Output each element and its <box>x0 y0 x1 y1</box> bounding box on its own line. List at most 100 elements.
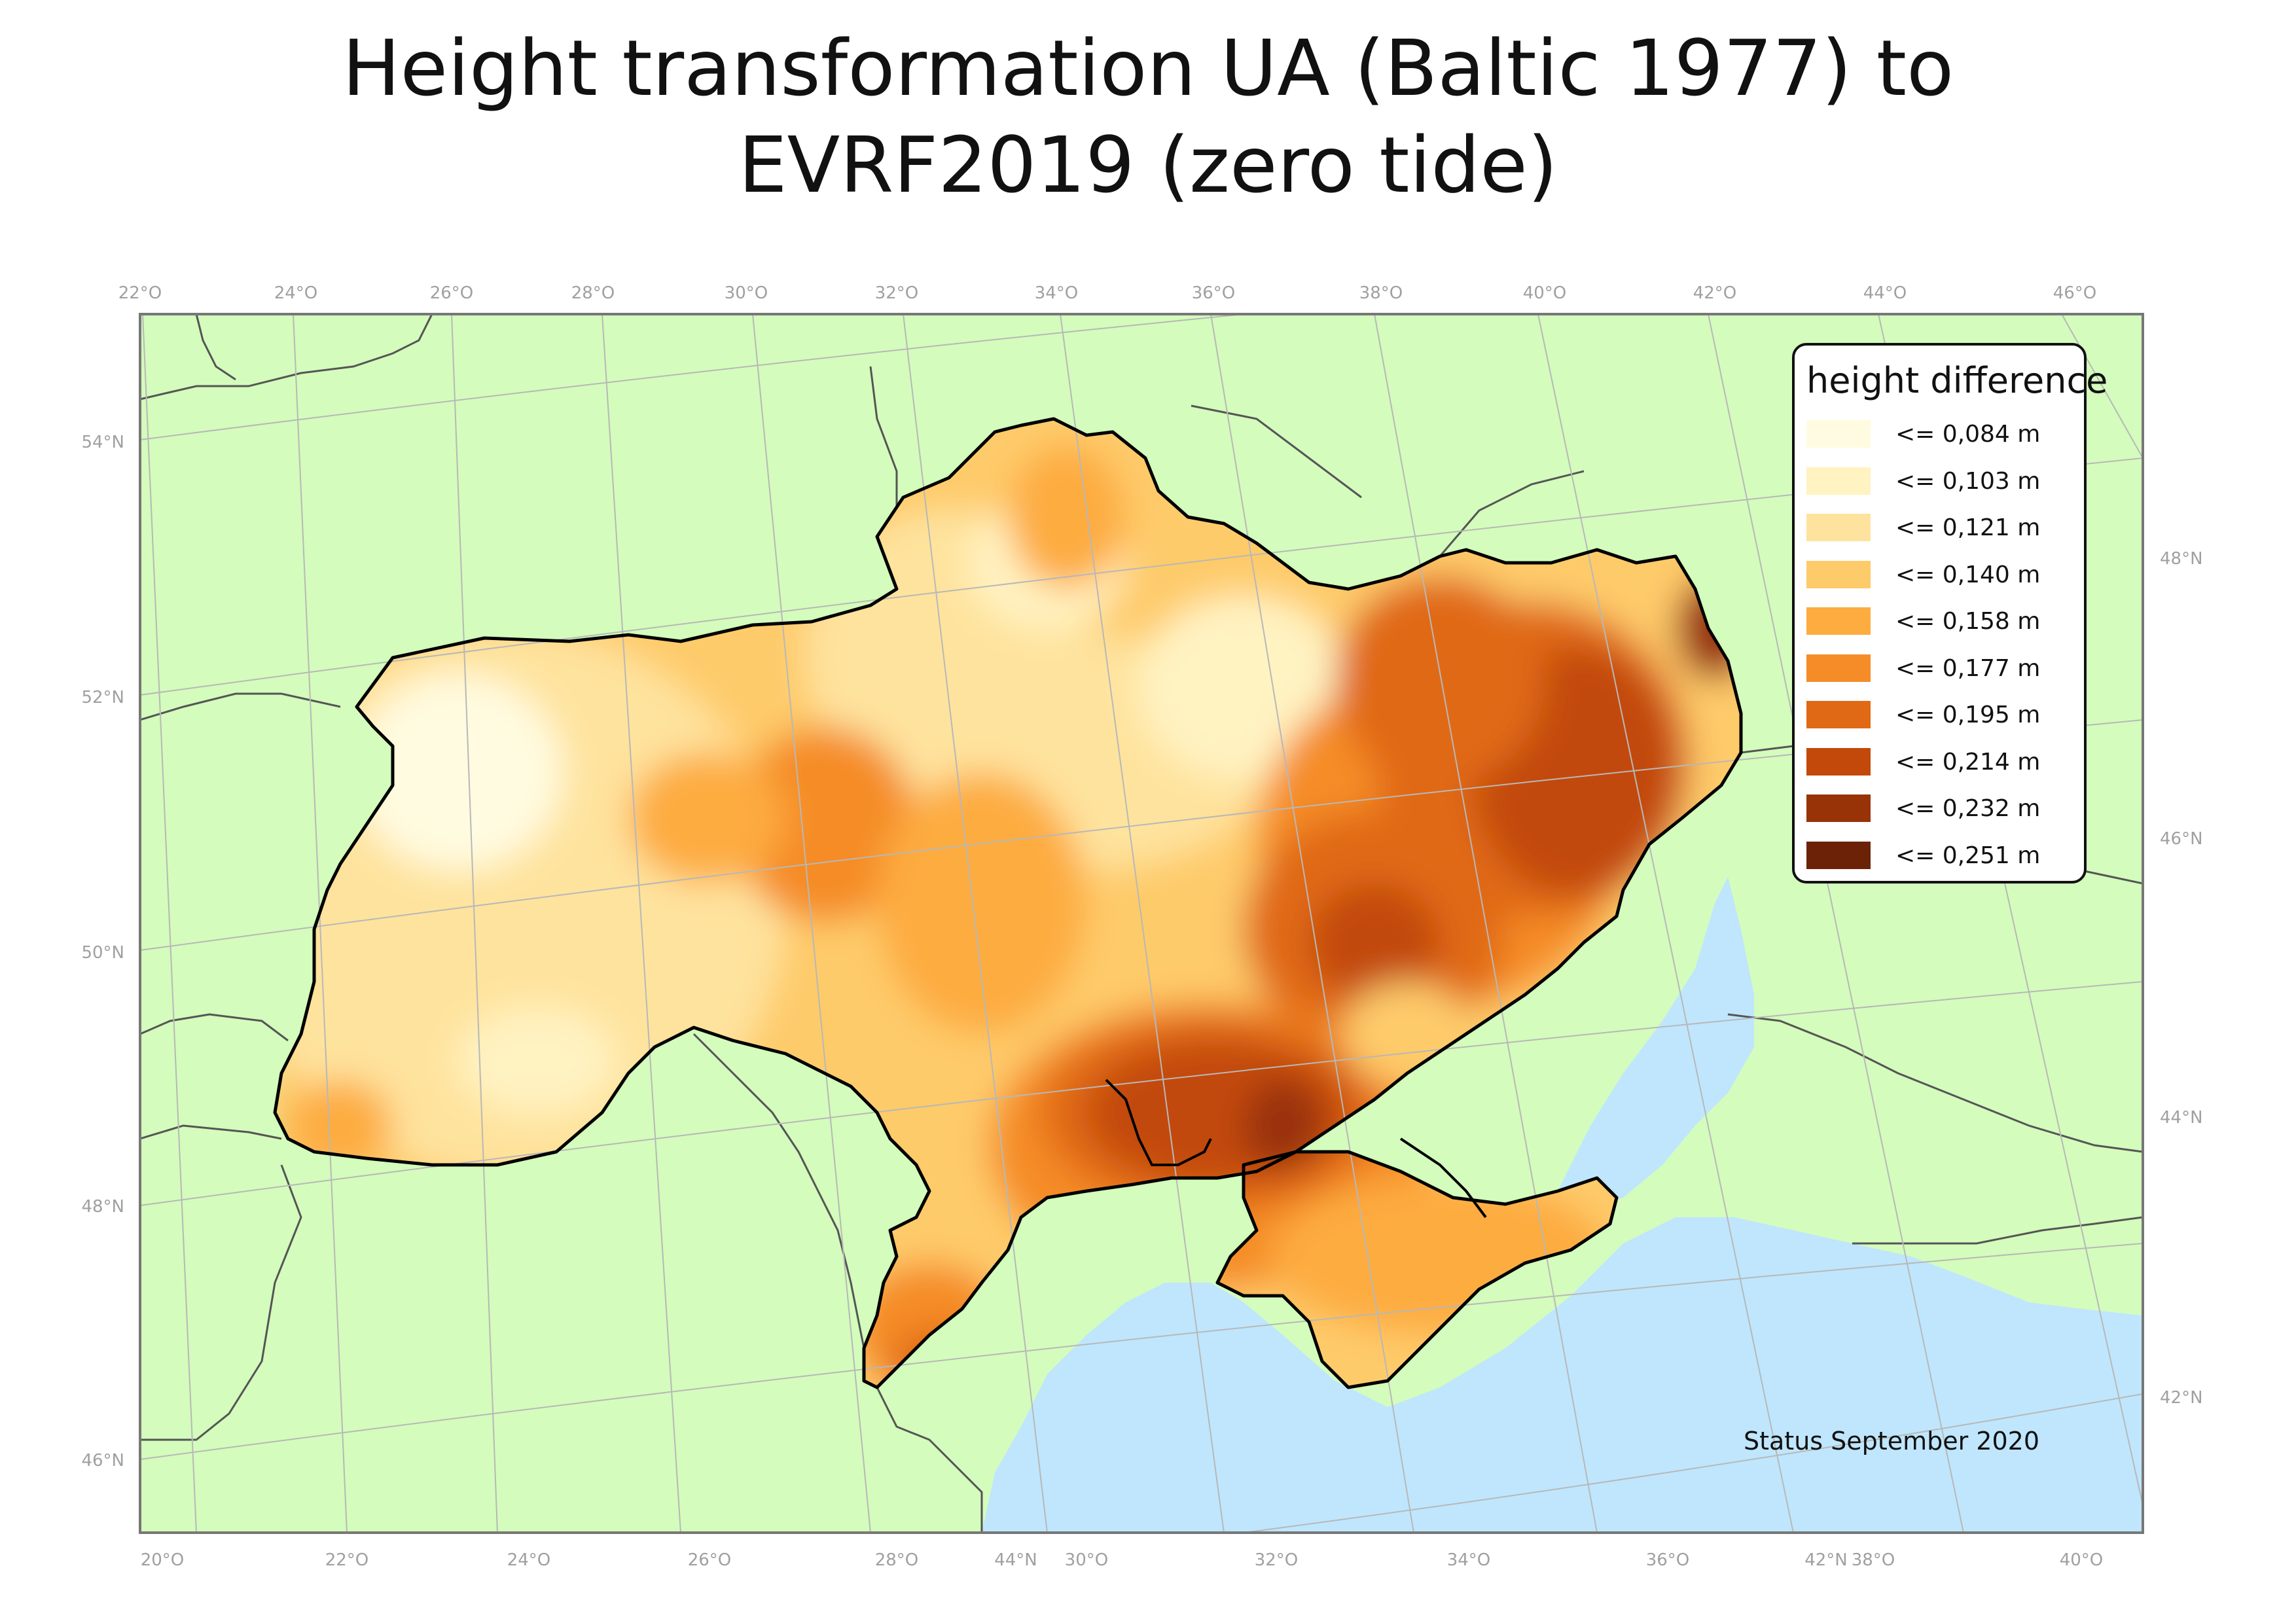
graticule-label: 48°N <box>81 1197 124 1217</box>
meridian-line <box>1210 314 1414 1533</box>
legend-label: <= 0,177 m <box>1895 654 2041 682</box>
legend-item: <= 0,177 m <box>1806 653 2081 685</box>
legend-swatch <box>1806 560 1871 588</box>
map-frame <box>139 313 2144 1534</box>
heat-blob <box>288 1080 393 1171</box>
meridian-line <box>451 314 498 1533</box>
graticule-label: 22°O <box>118 283 162 303</box>
graticule-label: 52°N <box>81 688 124 707</box>
graticule-label: 36°O <box>1192 283 1236 303</box>
meridian-line <box>2061 314 2143 459</box>
legend-item: <= 0,140 m <box>1806 560 2081 591</box>
legend-label: <= 0,084 m <box>1895 421 2041 448</box>
map-title: Height transformation UA (Baltic 1977) t… <box>0 20 2296 213</box>
legend-label: <= 0,232 m <box>1895 795 2041 822</box>
graticule-label: 34°O <box>1447 1550 1491 1570</box>
graticule-label: 40°O <box>2060 1550 2104 1570</box>
graticule-label: 36°O <box>1646 1550 1690 1570</box>
parallel-line <box>140 314 1251 440</box>
graticule-label: 46°O <box>2053 283 2097 303</box>
graticule-label: 24°O <box>274 283 318 303</box>
graticule-label: 46°N <box>81 1451 124 1471</box>
legend-swatch <box>1806 420 1871 448</box>
neighbor-borders <box>140 314 2143 1533</box>
parallel-line <box>1243 1393 2143 1533</box>
legend-label: <= 0,140 m <box>1895 561 2041 588</box>
legend-title: height difference <box>1806 360 2108 401</box>
meridian-line <box>752 314 871 1533</box>
heat-blob <box>458 1008 615 1113</box>
ukraine-border <box>273 417 1743 1389</box>
graticule-label: 26°O <box>688 1550 732 1570</box>
legend-label: <= 0,103 m <box>1895 467 2041 495</box>
title-line-1: Height transformation UA (Baltic 1977) t… <box>342 23 1954 113</box>
graticule-labels: 22°O 24°O 26°O 28°O 30°O 32°O 34°O 36°O 38°O 40°O… <box>81 283 2202 1570</box>
heat-blob <box>1335 576 1545 785</box>
heat-blob <box>733 726 916 923</box>
meridian-line <box>601 314 681 1533</box>
graticule-label: 32°O <box>875 283 919 303</box>
legend-swatch <box>1806 607 1871 635</box>
title-line-2: EVRF2019 (zero tide) <box>738 120 1558 210</box>
legend-swatch <box>1806 794 1871 822</box>
graticule-label: 20°O <box>141 1550 185 1570</box>
legend-swatch <box>1806 701 1871 728</box>
legend-swatch <box>1806 467 1871 495</box>
legend-swatch <box>1806 841 1871 869</box>
graticule-label: 46°N <box>2160 829 2203 849</box>
graticule-label: 44°O <box>1863 283 1907 303</box>
meridian-line <box>1374 314 1598 1533</box>
graticule-label: 38°O <box>1359 283 1403 303</box>
graticule-label: 26°O <box>430 283 474 303</box>
meridian-line <box>142 314 197 1533</box>
legend-item: <= 0,214 m <box>1806 747 2081 778</box>
graticule-label: 32°O <box>1255 1550 1299 1570</box>
parallel-line <box>140 1243 2143 1460</box>
graticule-label: 28°O <box>571 283 615 303</box>
dnipro-coast-line <box>1105 1079 1212 1166</box>
graticule-label: 42°N <box>1804 1550 1848 1570</box>
legend-label: <= 0,121 m <box>1895 514 2041 541</box>
crimea-isthmus-line <box>1399 1137 1487 1219</box>
heat-blob <box>1309 883 1440 1001</box>
graticule-label: 44°N <box>2160 1108 2203 1128</box>
legend-label: <= 0,214 m <box>1895 748 2041 776</box>
legend-item: <= 0,121 m <box>1806 512 2081 544</box>
legend-swatch <box>1806 514 1871 541</box>
black-sea <box>982 1217 2143 1533</box>
legend-label: <= 0,251 m <box>1895 842 2041 869</box>
meridian-line <box>293 314 348 1533</box>
graticule-label: 28°O <box>875 1550 919 1570</box>
graticule-label: 54°N <box>81 433 124 452</box>
heat-blob <box>353 674 563 870</box>
heat-blob <box>877 772 1086 1034</box>
graticule-label: 42°O <box>1693 283 1737 303</box>
graticule-label: 44°N <box>994 1550 1037 1570</box>
legend-label: <= 0,158 m <box>1895 608 2041 635</box>
legend-item: <= 0,158 m <box>1806 606 2081 637</box>
graticule-label: 50°N <box>81 943 124 963</box>
meridian-line <box>1708 314 1964 1533</box>
legend-item: <= 0,195 m <box>1806 700 2081 731</box>
heat-blob <box>628 753 785 883</box>
legend-item: <= 0,084 m <box>1806 419 2081 450</box>
sea-of-azov <box>1558 877 1754 1211</box>
graticule-label: 42°N <box>2160 1388 2203 1408</box>
graticule-label: 38°O <box>1852 1550 1895 1570</box>
legend-label: <= 0,195 m <box>1895 702 2041 728</box>
legend-item: <= 0,232 m <box>1806 793 2081 825</box>
meridian-line <box>1060 314 1225 1533</box>
graticule-label: 30°O <box>1065 1550 1109 1570</box>
graticule-label: 24°O <box>507 1550 551 1570</box>
legend-swatch <box>1806 654 1871 682</box>
legend: height difference <= 0,084 m <= 0,103 m <=… <box>1792 343 2108 883</box>
heat-blob <box>1008 445 1126 589</box>
status-text: Status September 2020 <box>1744 1427 2039 1455</box>
meridian-line <box>903 314 1048 1533</box>
map-frame-content <box>140 314 2143 1533</box>
graticule-label: 48°N <box>2160 549 2203 569</box>
graticule-label: 22°O <box>325 1550 369 1570</box>
graticule-label: 40°O <box>1523 283 1567 303</box>
legend-item: <= 0,251 m <box>1806 840 2081 872</box>
